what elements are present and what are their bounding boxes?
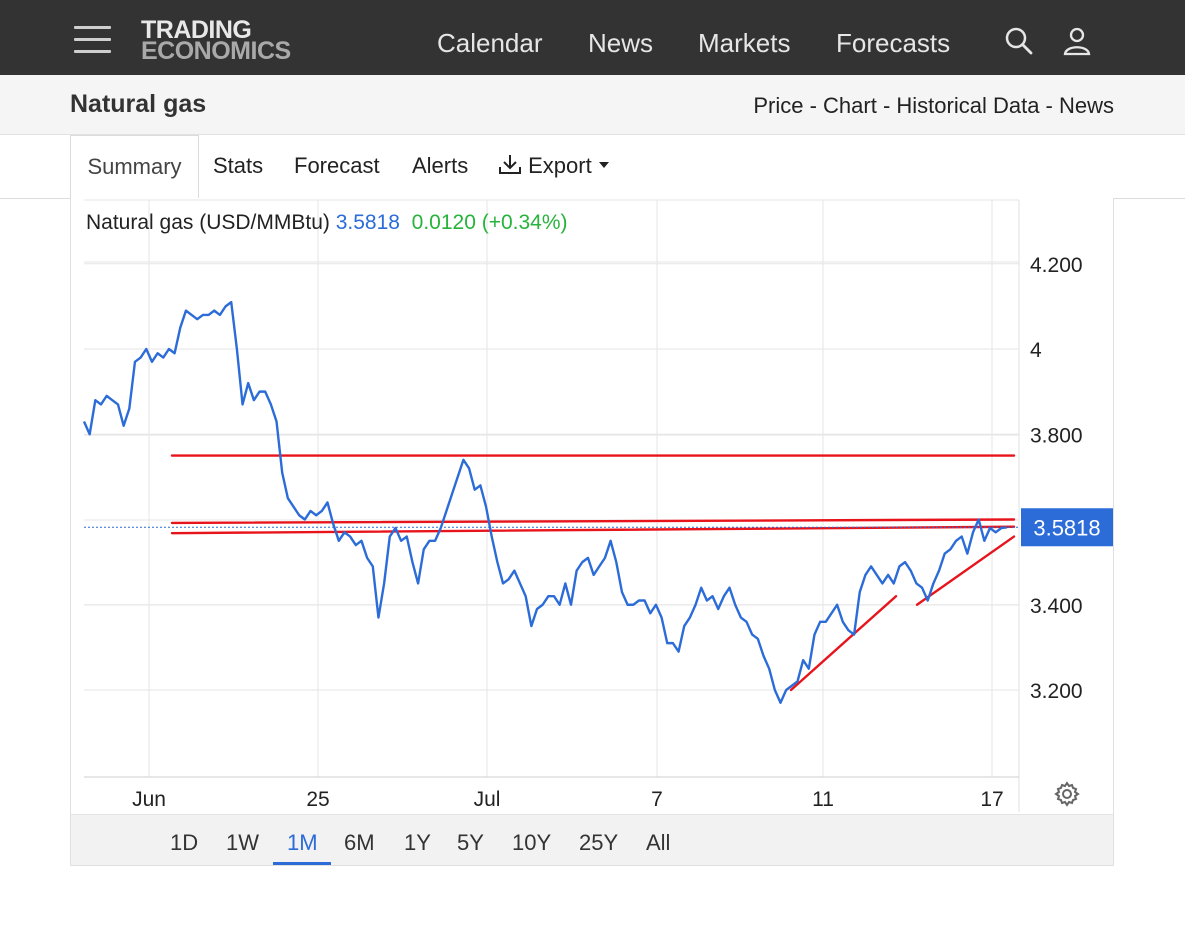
x-axis-labels: Jun 25 Jul 7 11 17	[132, 788, 1004, 811]
top-nav: TRADING ECONOMICS Calendar News Markets …	[0, 0, 1185, 75]
range-1w[interactable]: 1W	[226, 830, 259, 855]
tab-export[interactable]: Export	[498, 153, 610, 179]
y-tick-label: 3.400	[1030, 595, 1083, 618]
range-25y[interactable]: 25Y	[579, 830, 619, 855]
price-series	[82, 300, 1019, 704]
breadcrumb[interactable]: Price - Chart - Historical Data - News	[753, 93, 1114, 118]
price-tag-label: 3.5818	[1033, 515, 1100, 540]
trendline	[789, 595, 898, 692]
range-10y[interactable]: 10Y	[512, 830, 552, 855]
selected-range-indicator	[273, 862, 331, 865]
nav-markets[interactable]: Markets	[698, 28, 791, 58]
nav-news[interactable]: News	[588, 28, 654, 58]
x-tick-label: 11	[812, 788, 834, 811]
trendlines	[170, 454, 1016, 692]
nav-calendar[interactable]: Calendar	[437, 28, 543, 58]
range-6m[interactable]: 6M	[344, 830, 375, 855]
y-tick-label: 4	[1030, 339, 1042, 362]
settings-gear-icon[interactable]	[1054, 781, 1080, 807]
menu-icon[interactable]	[74, 26, 111, 54]
range-selector: 1D 1W 1M 6M 1Y 5Y 10Y 25Y All	[71, 814, 1113, 865]
y-axis-labels: 4.200 4 3.800 3.400 3.200	[1030, 254, 1083, 703]
logo-line-2: ECONOMICS	[141, 37, 291, 65]
instrument-name: Natural gas (USD/MMBtu)	[86, 211, 330, 234]
trendline	[915, 535, 1016, 606]
tab-stats[interactable]: Stats	[213, 153, 264, 178]
price-tag-box	[1021, 508, 1113, 547]
price-change: 0.0120 (+0.34%)	[411, 211, 568, 234]
x-tick-label: Jun	[132, 788, 166, 811]
tab-summary[interactable]: Summary	[70, 135, 199, 200]
caret-down-icon	[598, 162, 609, 168]
logo-line-1: TRADING	[141, 16, 252, 44]
logo[interactable]: TRADING ECONOMICS	[141, 16, 291, 65]
x-tick-label: Jul	[474, 788, 501, 811]
y-tick-label: 3.800	[1030, 424, 1083, 447]
export-label: Export	[528, 153, 592, 178]
chart-header: Natural gas (USD/MMBtu) 3.5818 0.0120 (+…	[86, 211, 568, 235]
price-line	[82, 300, 1008, 704]
chart-grid	[84, 199, 1020, 812]
y-tick-label: 3.200	[1030, 680, 1083, 703]
x-tick-label: 25	[306, 788, 329, 811]
y-tick-label: 4.200	[1030, 254, 1083, 277]
nav-forecasts[interactable]: Forecasts	[836, 28, 951, 58]
trendline	[170, 525, 1016, 535]
page-title: Natural gas	[70, 90, 207, 118]
range-5y[interactable]: 5Y	[457, 830, 484, 855]
range-1d[interactable]: 1D	[170, 830, 199, 855]
tab-forecast[interactable]: Forecast	[294, 153, 380, 178]
tab-alerts[interactable]: Alerts	[412, 153, 469, 178]
user-icon[interactable]	[1062, 26, 1092, 56]
tabs-bar: Summary Stats Forecast Alerts Export	[0, 135, 1185, 200]
download-icon	[499, 155, 521, 174]
x-tick-label: 17	[980, 788, 1003, 811]
trendline	[170, 518, 1016, 525]
current-price: 3.5818	[335, 211, 400, 234]
title-bar: Natural gas Price - Chart - Historical D…	[0, 75, 1185, 135]
range-1m[interactable]: 1M	[287, 830, 318, 855]
search-icon[interactable]	[1004, 26, 1034, 56]
x-tick-label: 7	[651, 788, 663, 811]
last-price-tag: 3.5818	[1021, 508, 1113, 547]
range-all[interactable]: All	[646, 830, 671, 855]
range-1y[interactable]: 1Y	[404, 830, 431, 855]
